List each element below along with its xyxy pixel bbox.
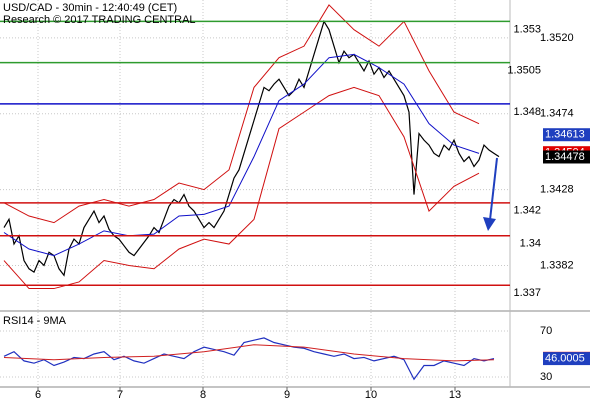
forecast-arrowhead [483,217,496,231]
value-box-label: 46.0005 [545,352,585,364]
y-tick-label: 1.3520 [540,32,574,44]
y-tick-label: 1.3428 [540,184,574,196]
value-box-label: 1.34613 [545,129,585,141]
value-box [543,150,590,164]
series-line [3,344,495,362]
series-line [3,4,480,224]
y-tick-label: 30 [540,371,552,383]
x-tick-label: 7 [117,389,123,400]
x-tick-label: 6 [35,389,41,400]
chart-subtitle: Research © 2017 TRADING CENTRAL [3,14,196,26]
x-tick-label: 10 [365,389,377,400]
level-label: 1.337 [513,287,541,299]
value-box [543,128,590,142]
series-line [3,53,480,257]
series-line [3,86,480,290]
level-label: 1.34 [520,238,541,250]
rsi-title: RSI14 - 9MA [3,315,67,327]
level-label: 1.342 [513,205,541,217]
series-line [3,19,500,277]
forecast-arrow [489,157,498,221]
value-box-label: 1.34478 [545,151,585,163]
chart-title: USD/CAD - 30min - 12:40:49 (CET) [3,2,177,14]
x-tick-label: 13 [449,389,461,400]
y-tick-label: 1.3474 [540,108,574,120]
level-label: 1.3505 [507,65,541,77]
value-box [543,352,590,366]
y-tick-label: 70 [540,325,552,337]
x-tick-label: 9 [284,389,290,400]
x-tick-label: 8 [200,389,206,400]
level-label: 1.353 [513,23,541,35]
level-label: 1.348 [513,106,541,118]
y-tick-label: 1.3382 [540,259,574,271]
